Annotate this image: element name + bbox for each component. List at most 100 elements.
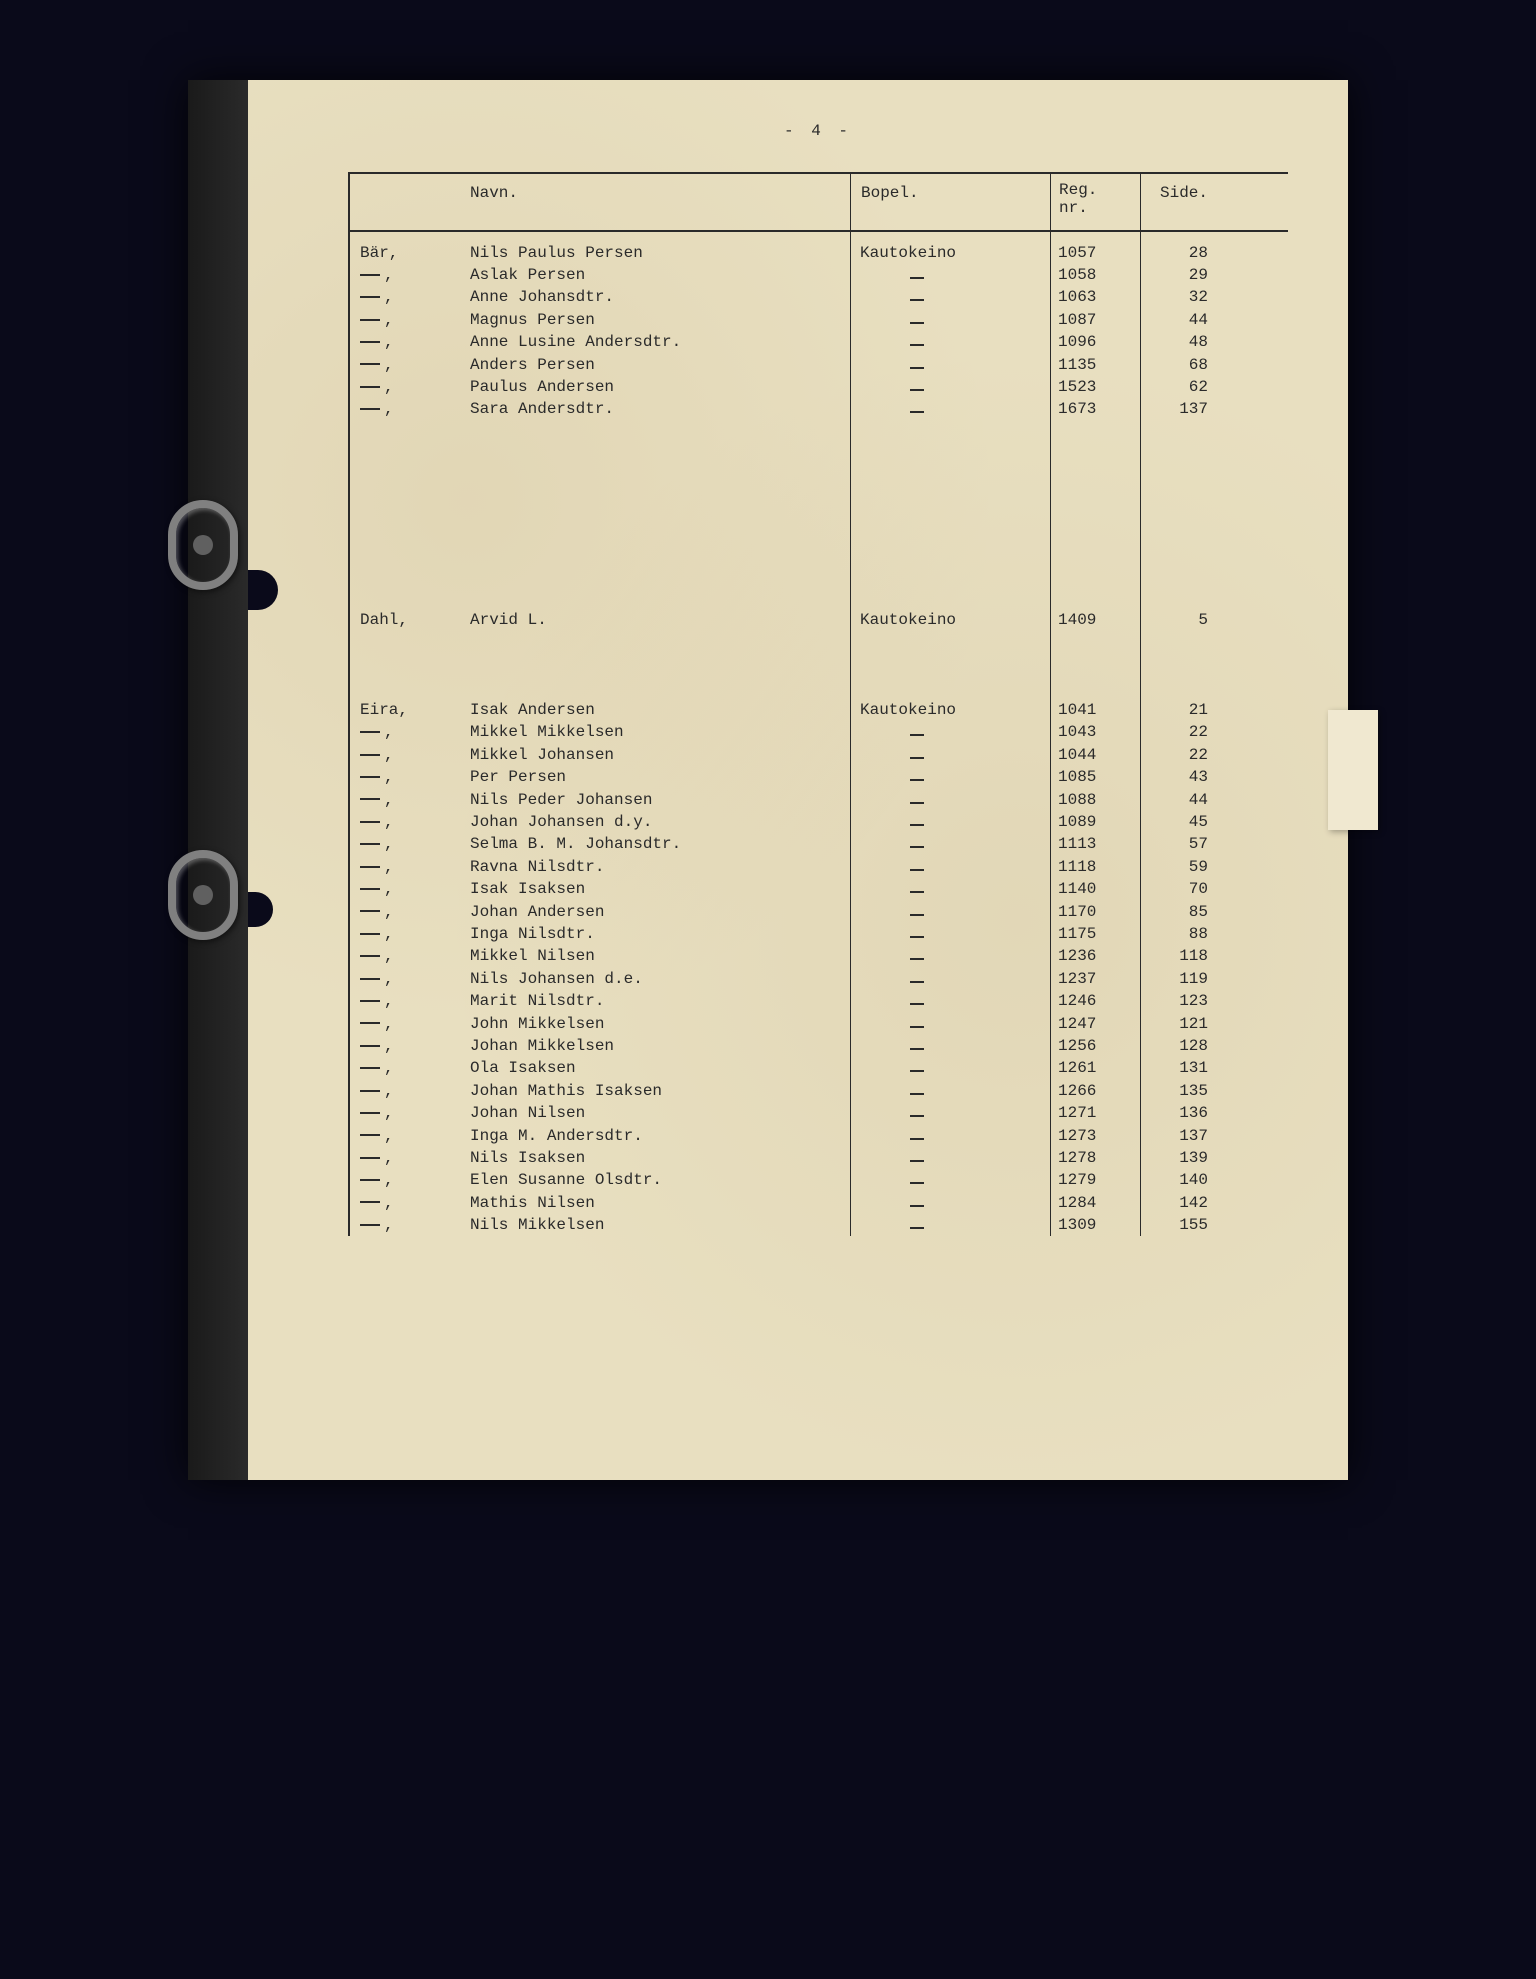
table-row: ,Johan Andersen117085	[350, 901, 1288, 923]
cell-place-ditto	[850, 856, 1050, 878]
cell-place: Kautokeino	[850, 609, 1050, 631]
cell-page: 137	[1140, 1125, 1220, 1147]
cell-page: 135	[1140, 1080, 1220, 1102]
cell-page: 57	[1140, 833, 1220, 855]
cell-name: Mathis Nilsen	[470, 1192, 850, 1214]
table-row: , Aslak Persen 1058 29	[350, 264, 1288, 286]
table-row: ,Mikkel Nilsen1236118	[350, 945, 1288, 967]
section-dahl: Dahl, Arvid L. Kautokeino 1409 5	[350, 609, 1288, 631]
table-body: Bär, Nils Paulus Persen Kautokeino 1057 …	[350, 232, 1288, 1237]
cell-reg: 1043	[1050, 721, 1140, 743]
table-row: ,Marit Nilsdtr. 1246123	[350, 990, 1288, 1012]
cell-page: 128	[1140, 1035, 1220, 1057]
cell-reg: 1271	[1050, 1102, 1140, 1124]
cell-ditto: ,	[350, 1080, 470, 1102]
cell-name: Per Persen	[470, 766, 850, 788]
cell-page: 131	[1140, 1057, 1220, 1079]
cell-reg: 1246	[1050, 990, 1140, 1012]
cell-reg: 1085	[1050, 766, 1140, 788]
header-name: Navn.	[470, 182, 850, 217]
cell-reg: 1247	[1050, 1013, 1140, 1035]
cell-reg: 1523	[1050, 376, 1140, 398]
cell-reg: 1279	[1050, 1169, 1140, 1191]
table-row: , Paulus Andersen 1523 62	[350, 376, 1288, 398]
cell-surname: Bär,	[350, 242, 470, 264]
binder-ring-top	[168, 500, 238, 590]
cell-reg: 1041	[1050, 699, 1140, 721]
cell-page: 43	[1140, 766, 1220, 788]
cell-ditto: ,	[350, 1057, 470, 1079]
cell-reg: 1087	[1050, 309, 1140, 331]
cell-ditto: ,	[350, 309, 470, 331]
table-row: ,Ravna Nilsdtr.111859	[350, 856, 1288, 878]
cell-ditto: ,	[350, 1192, 470, 1214]
cell-reg: 1261	[1050, 1057, 1140, 1079]
cell-reg: 1673	[1050, 398, 1140, 420]
cell-ditto: ,	[350, 766, 470, 788]
register-table: Navn. Bopel. Reg. nr. Side. Bär, Nils Pa…	[348, 172, 1288, 1236]
cell-name: Isak Isaksen	[470, 878, 850, 900]
cell-page: 118	[1140, 945, 1220, 967]
table-row: Eira,Isak AndersenKautokeino104121	[350, 699, 1288, 721]
cell-place-ditto	[850, 354, 1050, 376]
section-bar: Bär, Nils Paulus Persen Kautokeino 1057 …	[350, 242, 1288, 421]
table-row: , Sara Andersdtr. 1673 137	[350, 398, 1288, 420]
cell-page: 140	[1140, 1169, 1220, 1191]
cell-reg: 1278	[1050, 1147, 1140, 1169]
cell-ditto: ,	[350, 1214, 470, 1236]
cell-name: Nils Paulus Persen	[470, 242, 850, 264]
cell-place-ditto	[850, 990, 1050, 1012]
cell-reg: 1063	[1050, 286, 1140, 308]
cell-ditto: ,	[350, 856, 470, 878]
cell-ditto: ,	[350, 1147, 470, 1169]
cell-name: Nils Mikkelsen	[470, 1214, 850, 1236]
cell-place-ditto	[850, 878, 1050, 900]
cell-place-ditto	[850, 286, 1050, 308]
cell-reg: 1088	[1050, 789, 1140, 811]
cell-place-ditto	[850, 376, 1050, 398]
cell-page: 123	[1140, 990, 1220, 1012]
table-row: ,Ola Isaksen1261131	[350, 1057, 1288, 1079]
cell-name: Marit Nilsdtr.	[470, 990, 850, 1012]
cell-page: 85	[1140, 901, 1220, 923]
cell-name: Johan Mathis Isaksen	[470, 1080, 850, 1102]
cell-place-ditto	[850, 721, 1050, 743]
header-place: Bopel.	[850, 182, 1050, 217]
document-page-wrapper: - 4 - Navn. Bopel. Reg. nr. Side.	[188, 80, 1348, 1480]
cell-ditto: ,	[350, 721, 470, 743]
cell-page: 119	[1140, 968, 1220, 990]
table-row: , Magnus Persen 1087 44	[350, 309, 1288, 331]
table-row: ,Nils Mikkelsen1309155	[350, 1214, 1288, 1236]
cell-page: 44	[1140, 789, 1220, 811]
cell-page: 136	[1140, 1102, 1220, 1124]
cell-ditto: ,	[350, 354, 470, 376]
cell-ditto: ,	[350, 945, 470, 967]
table-row: ,John Mikkelsen1247121	[350, 1013, 1288, 1035]
cell-place-ditto	[850, 1013, 1050, 1035]
cell-surname: Eira,	[350, 699, 470, 721]
cell-ditto: ,	[350, 901, 470, 923]
cell-place-ditto	[850, 398, 1050, 420]
cell-page: 88	[1140, 923, 1220, 945]
table-row: ,Johan Johansen d.y.108945	[350, 811, 1288, 833]
cell-reg: 1256	[1050, 1035, 1140, 1057]
cell-name: Johan Mikkelsen	[470, 1035, 850, 1057]
header-page: Side.	[1140, 182, 1220, 217]
cell-name: John Mikkelsen	[470, 1013, 850, 1035]
cell-ditto: ,	[350, 923, 470, 945]
cell-place-ditto	[850, 1192, 1050, 1214]
cell-ditto: ,	[350, 990, 470, 1012]
section-eira: Eira,Isak AndersenKautokeino104121 ,Mikke…	[350, 699, 1288, 1236]
column-divider	[1050, 174, 1051, 1236]
cell-name: Selma B. M. Johansdtr.	[470, 833, 850, 855]
cell-place-ditto	[850, 264, 1050, 286]
cell-reg: 1237	[1050, 968, 1140, 990]
cell-name: Johan Andersen	[470, 901, 850, 923]
cell-ditto: ,	[350, 331, 470, 353]
cell-place-ditto	[850, 309, 1050, 331]
cell-page: 28	[1140, 242, 1220, 264]
cell-page: 68	[1140, 354, 1220, 376]
cell-place-ditto	[850, 901, 1050, 923]
cell-ditto: ,	[350, 878, 470, 900]
table-row: ,Selma B. M. Johansdtr.111357	[350, 833, 1288, 855]
